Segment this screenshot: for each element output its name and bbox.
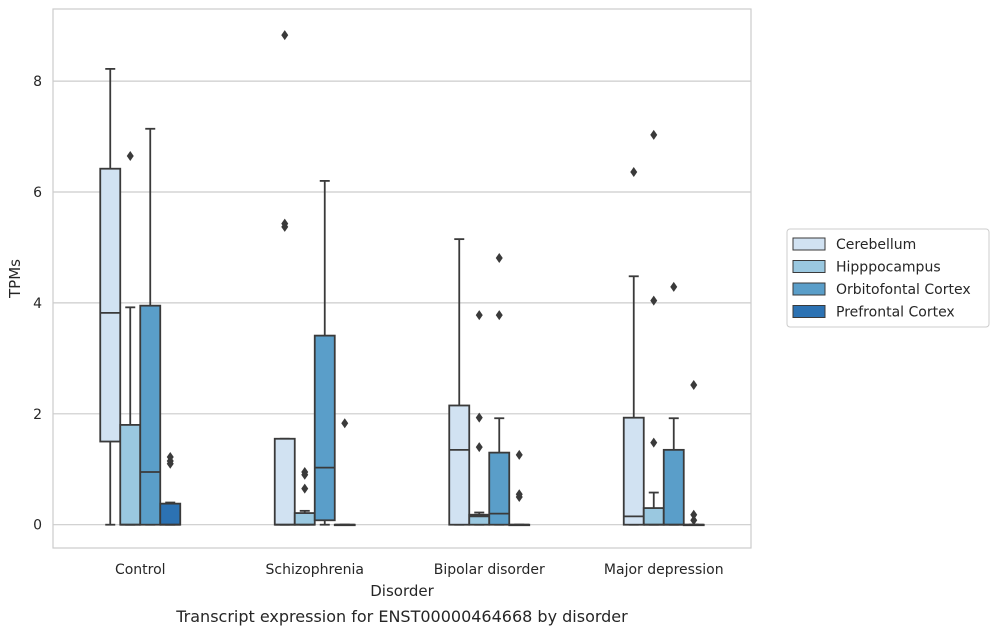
box-hipppocampus <box>293 467 316 526</box>
box-iqr <box>273 437 296 526</box>
box-iqr <box>622 416 645 526</box>
y-tick-label: 2 <box>33 407 42 423</box>
legend-label: Hipppocampus <box>836 260 941 276</box>
x-tick-label: Major depression <box>604 562 724 578</box>
outlier-point <box>690 509 698 520</box>
y-axis-ticks: 0 2 4 6 8 <box>33 74 42 534</box>
legend: Cerebellum Hipppocampus Orbitofontal Corte… <box>786 228 990 328</box>
outlier-point <box>690 379 698 390</box>
x-tick-label: Control <box>115 562 166 578</box>
box-orbitofontal-cortex <box>488 252 511 526</box>
box-series <box>99 30 705 527</box>
x-tick-label: Schizophrenia <box>266 562 364 578</box>
legend-label: Prefrontal Cortex <box>836 305 955 321</box>
outlier-point <box>650 295 658 306</box>
outlier-point <box>495 310 503 321</box>
x-axis-label: Disorder <box>370 582 434 600</box>
plot-area <box>52 8 752 549</box>
outlier-point <box>301 467 309 478</box>
box-orbitofontal-cortex <box>139 127 162 526</box>
outlier-point <box>281 30 289 41</box>
box-hipppocampus <box>119 150 142 526</box>
box-hipppocampus <box>642 129 665 526</box>
outlier-point <box>515 449 523 460</box>
y-tick-label: 6 <box>33 185 42 201</box>
outlier-point <box>670 281 678 292</box>
x-tick-label: Bipolar disorder <box>434 562 545 578</box>
box-iqr <box>662 448 685 526</box>
box-iqr <box>313 334 336 522</box>
box-iqr <box>119 423 142 526</box>
box-iqr <box>642 507 665 526</box>
box-prefrontal-cortex <box>682 379 705 527</box>
box-iqr <box>139 304 162 526</box>
box-orbitofontal-cortex <box>662 281 685 526</box>
outlier-point <box>515 489 523 500</box>
outlier-point <box>650 129 658 140</box>
box-prefrontal-cortex <box>159 452 182 526</box>
outlier-point <box>650 437 658 448</box>
outlier-point <box>341 418 349 429</box>
box-prefrontal-cortex <box>508 449 531 527</box>
legend-swatch <box>792 305 826 318</box>
box-cerebellum <box>448 238 471 526</box>
box-cerebellum <box>622 167 645 526</box>
y-tick-label: 0 <box>33 518 42 534</box>
box-cerebellum <box>273 30 296 526</box>
legend-swatch <box>792 282 826 296</box>
box-iqr <box>448 404 471 526</box>
box-iqr <box>488 451 511 526</box>
box-cerebellum <box>99 67 122 526</box>
legend-swatch <box>792 260 826 273</box>
legend-swatch <box>792 237 826 251</box>
outlier-point <box>475 310 483 321</box>
chart-title: Transcript expression for ENST0000046466… <box>175 607 628 626</box>
y-tick-label: 8 <box>33 74 42 90</box>
outlier-point <box>475 442 483 453</box>
outlier-point <box>301 483 309 494</box>
outlier-point <box>126 150 134 161</box>
outlier-point <box>630 167 638 178</box>
outlier-point <box>690 515 698 526</box>
y-tick-label: 4 <box>33 296 42 312</box>
outlier-point <box>495 252 503 263</box>
outlier-point <box>166 452 174 463</box>
outlier-point <box>475 412 483 423</box>
box-iqr <box>159 502 182 526</box>
legend-label: Cerebellum <box>836 237 916 253</box>
box-orbitofontal-cortex <box>313 180 336 526</box>
legend-label: Orbitofontal Cortex <box>836 282 971 298</box>
box-prefrontal-cortex <box>333 418 356 527</box>
box-iqr <box>293 512 316 526</box>
box-iqr <box>99 167 122 443</box>
y-axis-label: TPMs <box>6 259 24 299</box>
legend-frame <box>786 228 990 328</box>
x-axis-ticks: Control Schizophrenia Bipolar disorder Majo… <box>115 562 724 578</box>
box-hipppocampus <box>468 310 491 526</box>
outlier-point <box>281 218 289 229</box>
